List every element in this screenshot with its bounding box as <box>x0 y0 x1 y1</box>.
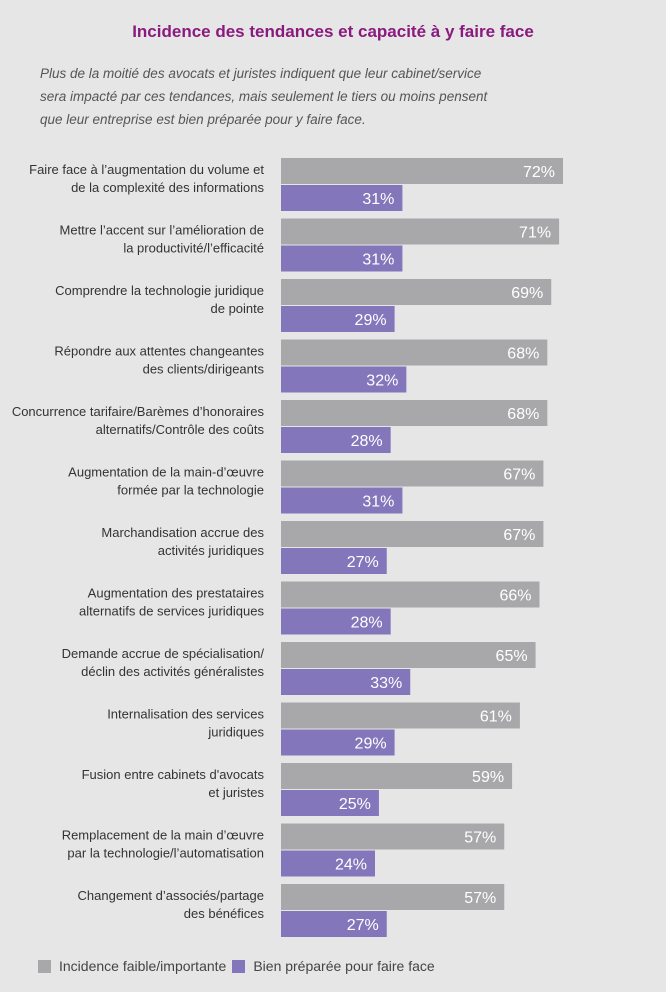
value-label-prepared: 25% <box>339 796 371 813</box>
bar-prepared <box>281 185 403 211</box>
value-label-incidence: 61% <box>480 709 512 726</box>
category-label: Fusion entre cabinets d'avocats <box>82 767 265 782</box>
value-label-prepared: 31% <box>362 252 394 269</box>
value-label-prepared: 29% <box>355 736 387 753</box>
bar-prepared <box>281 245 403 272</box>
legend-swatch-prepared <box>232 959 246 973</box>
bar-incidence <box>281 521 544 547</box>
bar-incidence <box>281 581 540 608</box>
value-label-prepared: 32% <box>366 373 398 390</box>
value-label-incidence: 59% <box>472 769 504 786</box>
bar-incidence <box>281 158 563 184</box>
legend-item-incidence: Incidence faible/importante <box>38 958 226 974</box>
category-label: déclin des activités généralistes <box>81 664 264 679</box>
category-label: Changement d’associés/partage <box>78 888 264 903</box>
value-label-prepared: 27% <box>347 554 379 571</box>
legend-label-prepared: Bien préparée pour faire face <box>253 958 435 974</box>
bar-incidence <box>281 884 505 910</box>
bar-prepared <box>281 366 407 393</box>
value-label-incidence: 72% <box>523 164 555 181</box>
bar-prepared <box>281 548 387 574</box>
value-label-incidence: 57% <box>464 890 496 907</box>
value-label-incidence: 67% <box>503 467 535 484</box>
legend-item-prepared: Bien préparée pour faire face <box>232 958 435 974</box>
category-label: Comprendre la technologie juridique <box>55 283 264 298</box>
category-label: et juristes <box>208 785 264 800</box>
category-label: des clients/dirigeants <box>143 362 265 377</box>
bar-incidence <box>281 823 505 850</box>
category-label: des bénéfices <box>184 906 265 921</box>
value-label-incidence: 68% <box>507 406 539 423</box>
category-label: par la technologie/l’automatisation <box>67 846 264 861</box>
subtitle-line: Plus de la moitié des avocats et juriste… <box>40 66 482 81</box>
value-label-incidence: 66% <box>499 588 531 605</box>
category-label: formée par la technologie <box>117 483 264 498</box>
bar-prepared <box>281 850 375 877</box>
value-label-prepared: 33% <box>370 675 402 692</box>
bar-incidence <box>281 400 548 426</box>
subtitle-line: sera impacté par ces tendances, mais seu… <box>40 89 488 104</box>
chart-legend: Incidence faible/importante Bien préparé… <box>38 958 441 974</box>
value-label-incidence: 57% <box>464 830 496 847</box>
bar-prepared <box>281 306 395 332</box>
value-label-incidence: 65% <box>496 648 528 665</box>
value-label-prepared: 29% <box>355 312 387 329</box>
bar-prepared <box>281 911 387 937</box>
bar-incidence <box>281 218 560 245</box>
category-label: Augmentation de la main-d’œuvre <box>68 465 264 480</box>
category-label: Augmentation des prestataires <box>88 586 265 601</box>
bar-incidence <box>281 460 544 487</box>
bar-incidence <box>281 339 548 366</box>
value-label-incidence: 68% <box>507 346 539 363</box>
category-label: de pointe <box>211 301 265 316</box>
category-label: activités juridiques <box>158 543 265 558</box>
category-label: Internalisation des services <box>107 707 264 722</box>
category-label: juridiques <box>207 725 264 740</box>
category-label: alternatifs de services juridiques <box>79 604 264 619</box>
bar-prepared <box>281 427 391 453</box>
category-label: Marchandisation accrue des <box>101 525 264 540</box>
value-label-incidence: 67% <box>503 527 535 544</box>
value-label-incidence: 71% <box>519 225 551 242</box>
bar-prepared <box>281 608 391 635</box>
category-label: Concurrence tarifaire/Barèmes d’honorair… <box>12 404 265 419</box>
legend-label-incidence: Incidence faible/importante <box>59 958 227 974</box>
subtitle-line: que leur entreprise est bien préparée po… <box>40 112 366 127</box>
category-label: Répondre aux attentes changeantes <box>54 344 264 359</box>
value-label-prepared: 31% <box>362 494 394 511</box>
bar-incidence <box>281 642 536 668</box>
bar-prepared <box>281 790 379 816</box>
chart-subtitle: Plus de la moitié des avocats et juriste… <box>40 62 600 131</box>
bar-incidence <box>281 702 520 729</box>
bar-incidence <box>281 279 552 305</box>
bar-prepared <box>281 487 403 514</box>
bar-incidence <box>281 763 513 789</box>
category-label: la productivité/l’efficacité <box>123 241 264 256</box>
category-label: Remplacement de la main d’œuvre <box>62 828 264 843</box>
category-label: Faire face à l’augmentation du volume et <box>29 162 264 177</box>
category-label: Mettre l’accent sur l’amélioration de <box>60 223 264 238</box>
value-label-prepared: 28% <box>351 615 383 632</box>
value-label-prepared: 31% <box>362 191 394 208</box>
chart-title: Incidence des tendances et capacité à y … <box>132 22 534 41</box>
category-label: de la complexité des informations <box>71 180 264 195</box>
category-label: Demande accrue de spécialisation/ <box>62 646 265 661</box>
value-label-prepared: 24% <box>335 857 367 874</box>
bar-prepared <box>281 669 411 695</box>
category-label: alternatifs/Contrôle des coûts <box>96 422 265 437</box>
value-label-prepared: 28% <box>351 433 383 450</box>
value-label-prepared: 27% <box>347 917 379 934</box>
legend-swatch-incidence <box>38 959 51 973</box>
value-label-incidence: 69% <box>511 285 543 302</box>
bar-prepared <box>281 729 395 756</box>
